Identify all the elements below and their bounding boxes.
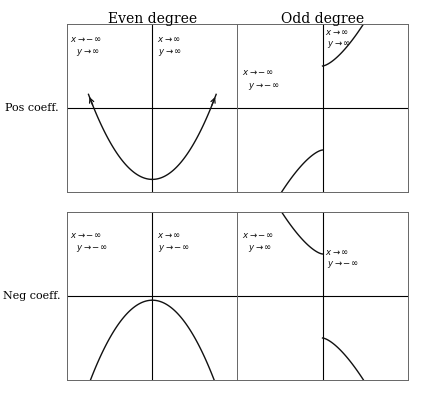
Text: $y$$\rightarrow$$\infty$: $y$$\rightarrow$$\infty$ — [327, 40, 351, 50]
Text: $x$$\rightarrow$$\infty$: $x$$\rightarrow$$\infty$ — [157, 231, 181, 240]
Text: $y$$\rightarrow$$-\infty$: $y$$\rightarrow$$-\infty$ — [327, 260, 358, 270]
Text: $y$$\rightarrow$$-\infty$: $y$$\rightarrow$$-\infty$ — [248, 81, 279, 92]
Text: $y$$\rightarrow$$\infty$: $y$$\rightarrow$$\infty$ — [76, 47, 100, 58]
Text: $x$$\rightarrow$$-\infty$: $x$$\rightarrow$$-\infty$ — [70, 35, 101, 44]
Text: Neg coeff.: Neg coeff. — [3, 291, 60, 301]
Text: Pos coeff.: Pos coeff. — [4, 103, 58, 113]
Text: $x$$\rightarrow$$-\infty$: $x$$\rightarrow$$-\infty$ — [70, 231, 101, 240]
Text: $x$$\rightarrow$$\infty$: $x$$\rightarrow$$\infty$ — [325, 28, 349, 37]
Text: $y$$\rightarrow$$\infty$: $y$$\rightarrow$$\infty$ — [248, 243, 272, 254]
Text: $y$$\rightarrow$$-\infty$: $y$$\rightarrow$$-\infty$ — [158, 244, 190, 254]
Text: Even degree: Even degree — [108, 12, 197, 26]
Text: $y$$\rightarrow$$-\infty$: $y$$\rightarrow$$-\infty$ — [76, 244, 107, 254]
Text: $x$$\rightarrow$$-\infty$: $x$$\rightarrow$$-\infty$ — [242, 231, 273, 240]
Text: $x$$\rightarrow$$\infty$: $x$$\rightarrow$$\infty$ — [325, 248, 349, 257]
Text: $x$$\rightarrow$$-\infty$: $x$$\rightarrow$$-\infty$ — [242, 68, 273, 77]
Text: Odd degree: Odd degree — [281, 12, 364, 26]
Text: $x$$\rightarrow$$\infty$: $x$$\rightarrow$$\infty$ — [157, 35, 181, 44]
Text: $y$$\rightarrow$$\infty$: $y$$\rightarrow$$\infty$ — [158, 47, 182, 58]
